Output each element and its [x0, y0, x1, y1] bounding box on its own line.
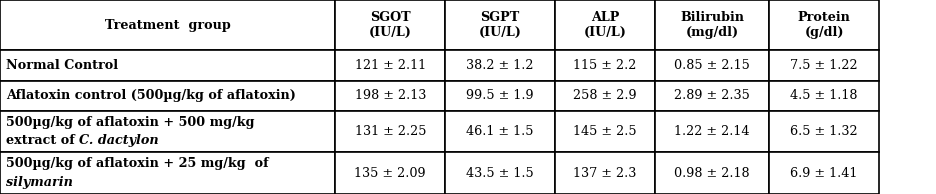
Text: 121 ± 2.11: 121 ± 2.11 — [355, 59, 425, 72]
Text: SGOT
(IU/L): SGOT (IU/L) — [369, 11, 411, 39]
Bar — [445, 81, 554, 111]
Bar — [0, 81, 335, 111]
Bar — [0, 152, 335, 194]
Text: 198 ± 2.13: 198 ± 2.13 — [354, 89, 426, 102]
Bar — [335, 0, 445, 50]
Text: 38.2 ± 1.2: 38.2 ± 1.2 — [465, 59, 534, 72]
Text: Aflatoxin control (500µg/kg of aflatoxin): Aflatoxin control (500µg/kg of aflatoxin… — [6, 89, 295, 102]
Bar — [445, 0, 554, 50]
Bar — [654, 111, 768, 152]
Bar — [445, 50, 554, 81]
Text: 131 ± 2.25: 131 ± 2.25 — [354, 125, 426, 138]
Text: 43.5 ± 1.5: 43.5 ± 1.5 — [465, 167, 534, 180]
Bar — [554, 50, 654, 81]
Bar — [0, 111, 335, 152]
Text: extract of: extract of — [6, 134, 79, 147]
Bar — [654, 0, 768, 50]
Bar — [335, 81, 445, 111]
Text: 2.89 ± 2.35: 2.89 ± 2.35 — [674, 89, 749, 102]
Bar — [445, 152, 554, 194]
Text: Treatment  group: Treatment group — [105, 19, 230, 32]
Bar — [768, 50, 878, 81]
Text: ALP
(IU/L): ALP (IU/L) — [583, 11, 625, 39]
Text: 137 ± 2.3: 137 ± 2.3 — [573, 167, 636, 180]
Bar — [768, 81, 878, 111]
Bar — [654, 152, 768, 194]
Text: 7.5 ± 1.22: 7.5 ± 1.22 — [789, 59, 857, 72]
Text: 6.9 ± 1.41: 6.9 ± 1.41 — [790, 167, 856, 180]
Bar — [335, 50, 445, 81]
Text: 135 ± 2.09: 135 ± 2.09 — [354, 167, 426, 180]
Bar — [554, 111, 654, 152]
Text: 4.5 ± 1.18: 4.5 ± 1.18 — [789, 89, 857, 102]
Bar — [0, 0, 335, 50]
Text: 0.85 ± 2.15: 0.85 ± 2.15 — [674, 59, 749, 72]
Text: 145 ± 2.5: 145 ± 2.5 — [573, 125, 636, 138]
Bar — [554, 0, 654, 50]
Bar — [768, 152, 878, 194]
Text: C. dactylon: C. dactylon — [79, 134, 158, 147]
Text: Protein
(g/dl): Protein (g/dl) — [797, 11, 850, 39]
Text: silymarin: silymarin — [6, 176, 72, 189]
Text: 99.5 ± 1.9: 99.5 ± 1.9 — [465, 89, 534, 102]
Bar — [445, 111, 554, 152]
Text: Normal Control: Normal Control — [6, 59, 118, 72]
Text: 500µg/kg of aflatoxin + 25 mg/kg  of: 500µg/kg of aflatoxin + 25 mg/kg of — [6, 158, 268, 171]
Bar — [335, 111, 445, 152]
Text: 258 ± 2.9: 258 ± 2.9 — [573, 89, 636, 102]
Text: SGPT
(IU/L): SGPT (IU/L) — [478, 11, 520, 39]
Bar — [0, 50, 335, 81]
Bar — [768, 0, 878, 50]
Text: 115 ± 2.2: 115 ± 2.2 — [573, 59, 636, 72]
Bar — [335, 152, 445, 194]
Text: 6.5 ± 1.32: 6.5 ± 1.32 — [789, 125, 857, 138]
Bar — [768, 111, 878, 152]
Bar — [654, 50, 768, 81]
Text: 46.1 ± 1.5: 46.1 ± 1.5 — [465, 125, 534, 138]
Text: 500µg/kg of aflatoxin + 500 mg/kg: 500µg/kg of aflatoxin + 500 mg/kg — [6, 116, 254, 129]
Text: 0.98 ± 2.18: 0.98 ± 2.18 — [674, 167, 749, 180]
Text: Bilirubin
(mg/dl): Bilirubin (mg/dl) — [680, 11, 743, 39]
Bar — [654, 81, 768, 111]
Bar — [554, 152, 654, 194]
Text: 1.22 ± 2.14: 1.22 ± 2.14 — [674, 125, 749, 138]
Bar — [554, 81, 654, 111]
